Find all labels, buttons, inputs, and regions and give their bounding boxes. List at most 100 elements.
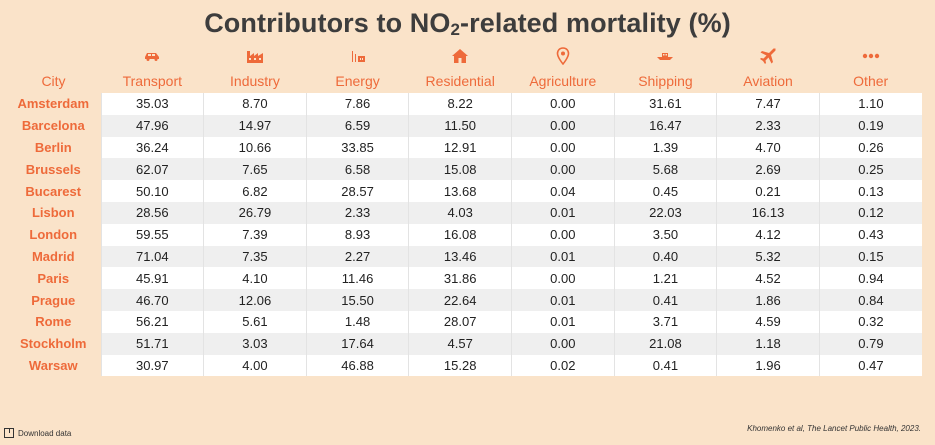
cell-transport: 47.96 xyxy=(100,114,204,137)
mortality-table: City Transport Industry Energy Residential Ag… xyxy=(6,46,922,377)
cell-shipping: 21.08 xyxy=(613,332,717,355)
column-label: Other xyxy=(853,73,889,89)
dots-icon xyxy=(819,47,922,69)
cell-energy: 46.88 xyxy=(305,354,409,377)
cell-residential: 12.91 xyxy=(408,136,512,159)
cell-agriculture: 0.01 xyxy=(511,310,615,333)
cell-industry: 10.66 xyxy=(203,136,307,159)
chart-title: Contributors to NO2-related mortality (%… xyxy=(204,8,731,39)
cell-transport: 71.04 xyxy=(100,245,204,268)
cell-shipping: 0.40 xyxy=(613,245,717,268)
cell-shipping: 1.39 xyxy=(613,136,717,159)
column-header-transport: Transport xyxy=(101,46,204,93)
cell-agriculture: 0.01 xyxy=(511,245,615,268)
column-label: Energy xyxy=(335,73,380,89)
column-header-city: City xyxy=(6,46,101,93)
cell-other: 0.13 xyxy=(818,180,922,202)
cell-aviation: 7.47 xyxy=(716,93,820,115)
column-header-energy: Energy xyxy=(306,46,409,93)
column-label: Shipping xyxy=(638,73,693,89)
cell-shipping: 0.41 xyxy=(613,354,717,377)
cell-aviation: 1.86 xyxy=(716,289,820,311)
cell-agriculture: 0.00 xyxy=(511,158,615,181)
header-icon-spacer xyxy=(6,47,101,69)
cell-aviation: 1.18 xyxy=(716,332,820,355)
table-row: Prague 46.70 12.06 15.50 22.64 0.01 0.41 1.86 0.… xyxy=(6,289,922,311)
table-row: Barcelona 47.96 14.97 6.59 11.50 0.00 16.47 2.3… xyxy=(6,114,922,137)
download-data-button[interactable]: Download data xyxy=(4,428,71,438)
header-row: City Transport Industry Energy Residential Ag… xyxy=(6,46,922,93)
cell-residential: 16.08 xyxy=(408,223,512,246)
city-name: Berlin xyxy=(34,139,72,155)
cell-agriculture: 0.02 xyxy=(511,354,615,377)
cell-aviation: 16.13 xyxy=(716,201,820,224)
cell-other: 0.12 xyxy=(818,201,922,224)
cell-other: 0.47 xyxy=(818,354,922,377)
table-row: Bucarest 50.10 6.82 28.57 13.68 0.04 0.45 0.21 0… xyxy=(6,180,922,202)
cell-shipping: 1.21 xyxy=(613,267,717,290)
cell-other: 0.43 xyxy=(818,223,922,246)
cell-other: 0.25 xyxy=(818,158,922,181)
cell-residential: 15.08 xyxy=(408,158,512,181)
city-name: Bucarest xyxy=(25,183,82,199)
cell-other: 0.19 xyxy=(818,114,922,137)
pin-icon xyxy=(512,47,615,69)
cell-industry: 4.00 xyxy=(203,354,307,377)
cell-energy: 15.50 xyxy=(305,289,409,311)
table-row: Warsaw 30.97 4.00 46.88 15.28 0.02 0.41 1.96 0.4… xyxy=(6,354,922,377)
cell-aviation: 1.96 xyxy=(716,354,820,377)
column-header-other: Other xyxy=(819,46,922,93)
cell-residential: 15.28 xyxy=(408,354,512,377)
cell-energy: 6.59 xyxy=(305,114,409,137)
cell-aviation: 2.69 xyxy=(716,158,820,181)
column-header-aviation: Aviation xyxy=(717,46,820,93)
cell-residential: 13.68 xyxy=(408,180,512,202)
cell-residential: 13.46 xyxy=(408,245,512,268)
cell-industry: 5.61 xyxy=(203,310,307,333)
cell-industry: 7.35 xyxy=(203,245,307,268)
cell-aviation: 4.12 xyxy=(716,223,820,246)
city-name: Stockholm xyxy=(20,336,87,352)
cell-agriculture: 0.01 xyxy=(511,289,615,311)
city-name: Paris xyxy=(37,270,70,286)
cell-aviation: 4.59 xyxy=(716,310,820,333)
energy-icon xyxy=(306,47,409,69)
table-row: Madrid 71.04 7.35 2.27 13.46 0.01 0.40 5.32 0.15 xyxy=(6,245,922,268)
cell-energy: 11.46 xyxy=(305,267,409,290)
table-row: Amsterdam 35.03 8.70 7.86 8.22 0.00 31.61 7.47 1… xyxy=(6,93,922,115)
cell-shipping: 3.71 xyxy=(613,310,717,333)
cell-residential: 4.57 xyxy=(408,332,512,355)
cell-energy: 8.93 xyxy=(305,223,409,246)
cell-other: 0.94 xyxy=(818,267,922,290)
cell-other: 0.26 xyxy=(818,136,922,159)
cell-aviation: 0.21 xyxy=(716,180,820,202)
city-name: Barcelona xyxy=(21,118,85,134)
cell-energy: 17.64 xyxy=(305,332,409,355)
cell-residential: 11.50 xyxy=(408,114,512,137)
cell-transport: 28.56 xyxy=(100,201,204,224)
cell-other: 0.79 xyxy=(818,332,922,355)
column-label: Residential xyxy=(425,73,495,89)
factory-icon xyxy=(204,47,307,69)
cell-agriculture: 0.00 xyxy=(511,223,615,246)
table-row: Paris 45.91 4.10 11.46 31.86 0.00 1.21 4.52 0.94 xyxy=(6,267,922,290)
cell-residential: 22.64 xyxy=(408,289,512,311)
plane-icon xyxy=(717,47,820,69)
column-label: Aviation xyxy=(743,73,793,89)
cell-shipping: 16.47 xyxy=(613,114,717,137)
city-name: Amsterdam xyxy=(17,96,90,112)
cell-energy: 33.85 xyxy=(305,136,409,159)
cell-industry: 3.03 xyxy=(203,332,307,355)
table-row: London 59.55 7.39 8.93 16.08 0.00 3.50 4.12 0.43 xyxy=(6,223,922,246)
table-row: Rome 56.21 5.61 1.48 28.07 0.01 3.71 4.59 0.32 xyxy=(6,310,922,333)
city-name: Lisbon xyxy=(31,205,75,221)
column-label: Industry xyxy=(230,73,280,89)
cell-other: 1.10 xyxy=(818,93,922,115)
cell-energy: 2.33 xyxy=(305,201,409,224)
cell-energy: 1.48 xyxy=(305,310,409,333)
cell-aviation: 5.32 xyxy=(716,245,820,268)
cell-other: 0.15 xyxy=(818,245,922,268)
table-row: Stockholm 51.71 3.03 17.64 4.57 0.00 21.08 1.18… xyxy=(6,332,922,355)
cell-industry: 6.82 xyxy=(203,180,307,202)
cell-agriculture: 0.04 xyxy=(511,180,615,202)
